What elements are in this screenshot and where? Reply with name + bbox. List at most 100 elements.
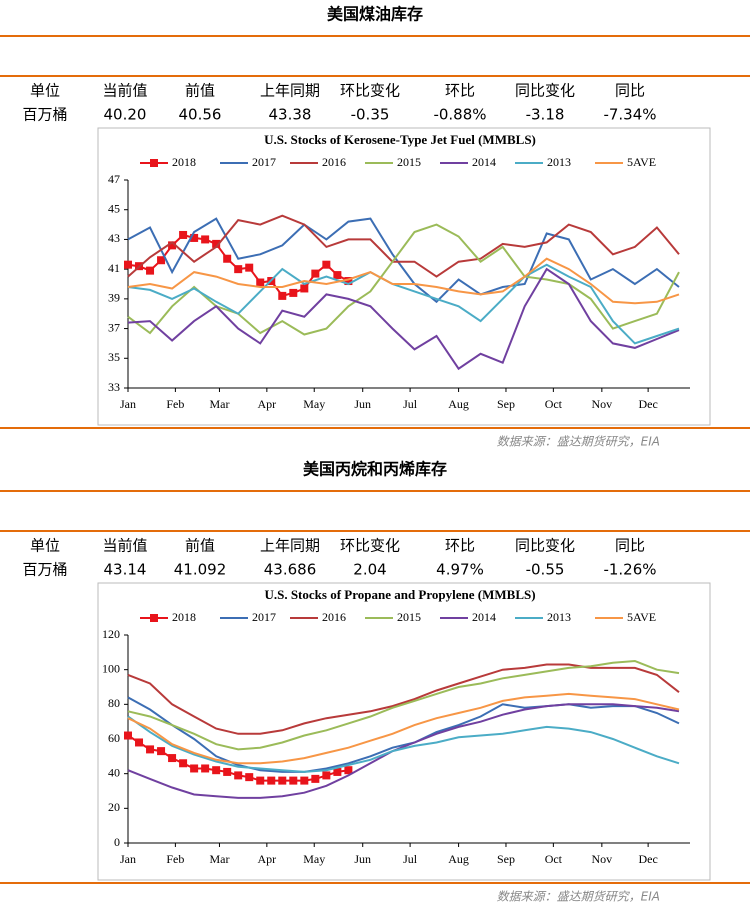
x-tick-label: Nov	[592, 397, 613, 411]
series-marker	[322, 771, 331, 780]
table-header: 环比变化	[340, 82, 400, 100]
series-line	[127, 663, 680, 735]
x-tick-label: Nov	[592, 852, 613, 866]
table-cell: 40.56	[179, 106, 222, 124]
x-tick-label: Jan	[120, 852, 136, 866]
legend-label: 2015	[397, 610, 421, 624]
table-header: 上年同期	[260, 537, 320, 555]
table-cell: -1.26%	[603, 561, 656, 579]
series-marker	[289, 288, 298, 297]
table-cell: -3.18	[526, 106, 565, 124]
table-cell: 43.14	[104, 561, 147, 579]
chart-frame	[97, 127, 711, 426]
y-tick-label: 39	[108, 291, 120, 305]
series-line	[127, 703, 680, 799]
x-tick-label: May	[303, 852, 325, 866]
source-note: 数据来源：盛达期货研究，EIA	[497, 435, 660, 449]
x-tick-label: Sep	[497, 852, 515, 866]
series-marker	[245, 773, 254, 782]
table-header: 环比变化	[340, 537, 400, 555]
legend-label: 2016	[322, 155, 346, 169]
divider	[0, 35, 750, 37]
legend-swatch	[150, 614, 158, 622]
series-marker	[124, 731, 132, 740]
series-line	[127, 263, 680, 345]
series-marker	[179, 230, 188, 239]
table-header: 单位	[30, 537, 60, 555]
series-marker	[201, 764, 210, 773]
series-marker	[333, 271, 342, 280]
x-tick-label: Dec	[638, 852, 657, 866]
series-marker	[322, 260, 331, 269]
table-cell: 40.20	[104, 106, 147, 124]
series-line	[127, 696, 680, 773]
table-header: 同比变化	[515, 537, 575, 555]
table-header: 同比	[615, 82, 645, 100]
chart-frame	[97, 582, 711, 881]
series-marker	[223, 767, 232, 776]
y-tick-label: 45	[108, 201, 120, 215]
series-marker	[146, 266, 155, 275]
legend-label: 2017	[252, 155, 276, 169]
series-marker	[311, 269, 320, 278]
table-header: 当前值	[102, 82, 147, 100]
series-marker	[256, 278, 265, 287]
table-cell: 2.04	[353, 561, 386, 579]
y-tick-label: 37	[108, 320, 120, 334]
divider	[0, 530, 750, 532]
legend-label: 5AVE	[627, 610, 656, 624]
table-cell: -0.35	[351, 106, 390, 124]
y-tick-label: 41	[108, 261, 120, 275]
x-tick-label: Jul	[403, 852, 418, 866]
x-tick-label: Feb	[166, 397, 184, 411]
series-marker	[300, 776, 309, 785]
table-header: 环比	[445, 537, 475, 555]
table-header: 环比	[445, 82, 475, 100]
table-cell: 43.686	[264, 561, 317, 579]
y-tick-label: 0	[114, 835, 120, 849]
series-marker	[179, 759, 188, 768]
series-line	[127, 214, 680, 278]
table-cell: 百万桶	[22, 106, 67, 124]
legend-label: 5AVE	[627, 155, 656, 169]
x-tick-label: Aug	[448, 397, 469, 411]
table-cell: -0.55	[526, 561, 565, 579]
table-cell: 43.38	[269, 106, 312, 124]
divider	[0, 75, 750, 77]
series-marker	[311, 774, 320, 783]
series-marker	[344, 277, 353, 286]
series-line	[127, 257, 680, 305]
x-tick-label: Apr	[258, 397, 277, 411]
x-tick-label: Aug	[448, 852, 469, 866]
y-tick-label: 60	[108, 731, 120, 745]
series-marker	[212, 766, 221, 775]
table-header: 当前值	[102, 537, 147, 555]
y-tick-label: 120	[102, 627, 120, 641]
legend-label: 2013	[547, 610, 571, 624]
series-marker	[146, 745, 155, 754]
y-tick-label: 20	[108, 800, 120, 814]
x-tick-label: May	[303, 397, 325, 411]
x-tick-label: Jul	[403, 397, 418, 411]
series-marker	[245, 263, 254, 272]
series-line	[127, 659, 680, 751]
series-marker	[344, 766, 353, 775]
table-header: 同比	[615, 537, 645, 555]
series-line	[127, 223, 680, 336]
series-marker	[234, 265, 243, 274]
series-marker	[333, 767, 342, 776]
series-line	[127, 267, 680, 371]
x-tick-label: Mar	[209, 397, 229, 411]
series-marker	[212, 239, 221, 248]
series-marker	[289, 776, 298, 785]
x-tick-label: Oct	[545, 852, 563, 866]
series-marker	[135, 738, 144, 747]
table-header: 上年同期	[260, 82, 320, 100]
series-marker	[168, 241, 177, 250]
x-tick-label: Dec	[638, 397, 657, 411]
x-tick-label: Mar	[209, 852, 229, 866]
y-tick-label: 43	[108, 231, 120, 245]
legend-label: 2018	[172, 610, 196, 624]
series-marker	[300, 284, 309, 293]
series-line	[127, 715, 680, 773]
